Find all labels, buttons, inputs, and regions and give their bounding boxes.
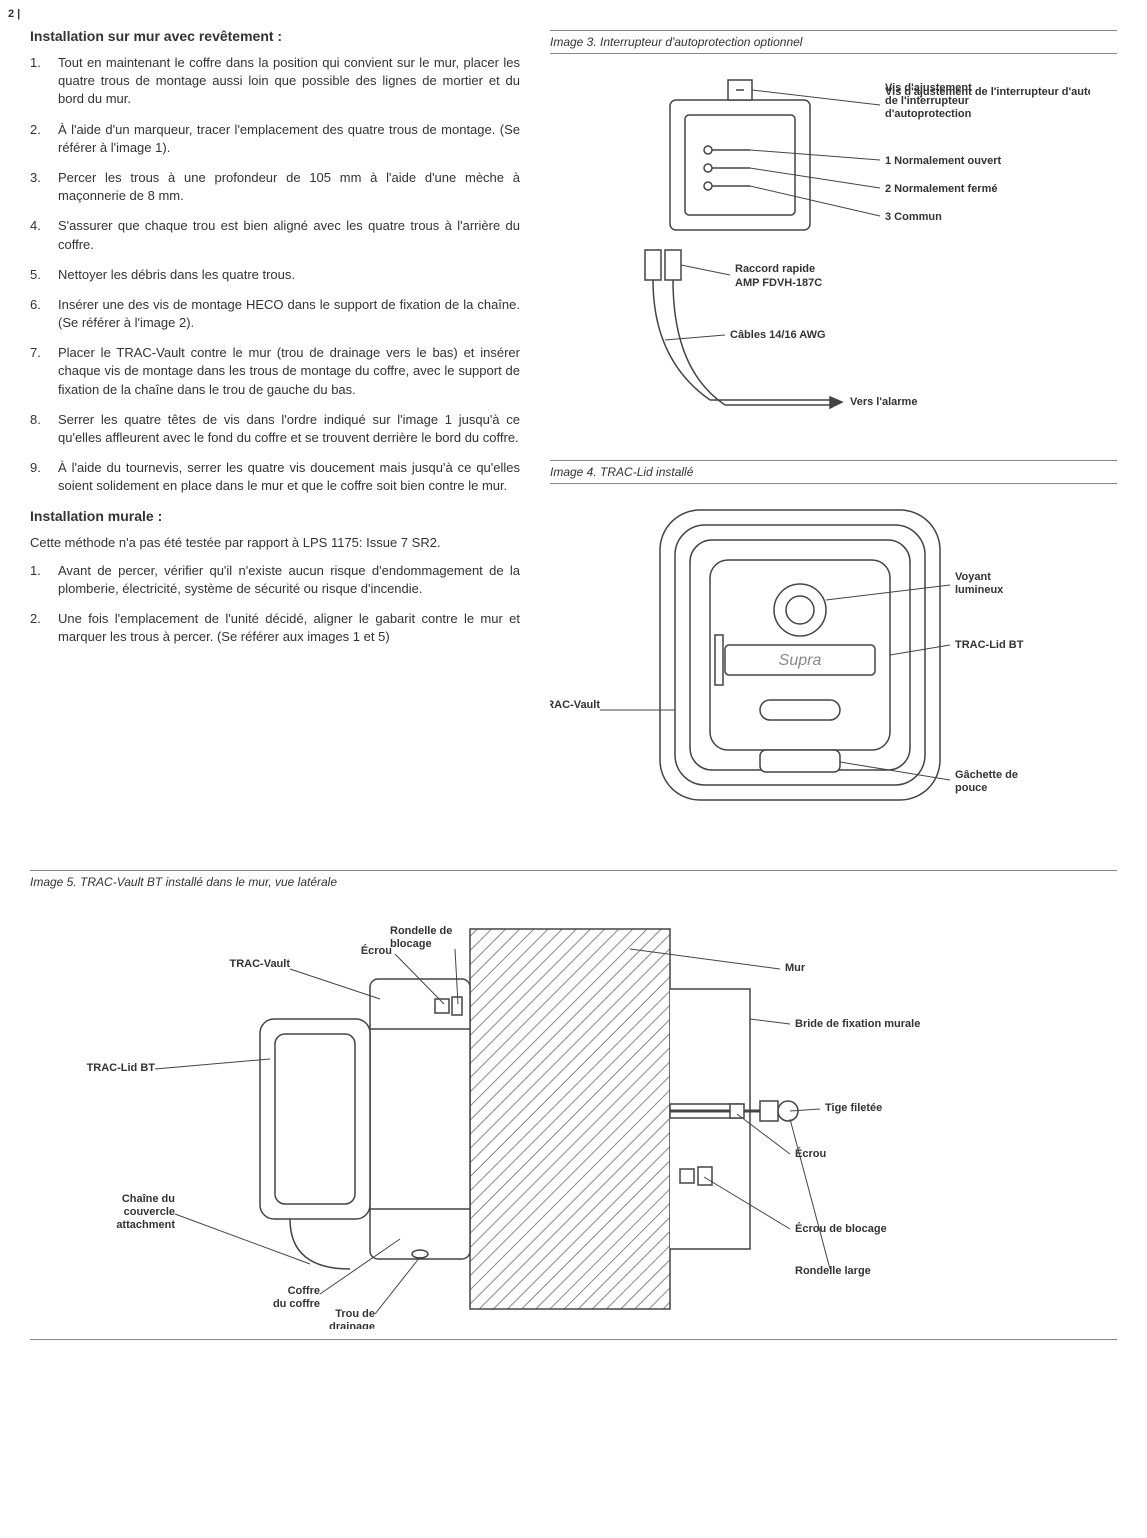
step: Une fois l'emplacement de l'unité décidé… bbox=[30, 610, 520, 646]
wall-title: Installation murale : bbox=[30, 508, 520, 524]
label-box: Coffredu coffre bbox=[273, 1285, 320, 1310]
label-no: 1 Normalement ouvert bbox=[885, 155, 1001, 167]
label-nc: 2 Normalement fermé bbox=[885, 183, 998, 195]
label-nut2: Écrou bbox=[795, 1147, 826, 1160]
image4-figure: Supra Voyantlumineux TRAC-Lid BT TRAC-Va… bbox=[550, 490, 1117, 830]
image4-caption: Image 4. TRAC-Lid installé bbox=[550, 460, 1117, 484]
label-vault: TRAC-Vault bbox=[550, 699, 600, 711]
label-rod: Tige filetée bbox=[825, 1102, 882, 1114]
label-amp: Raccord rapideAMP FDVH-187C bbox=[735, 263, 822, 289]
label-thumb: Gâchette depouce bbox=[955, 769, 1018, 794]
label-chain: Chaîne ducouvercleattachment bbox=[116, 1193, 175, 1231]
label-cable: Câbles 14/16 AWG bbox=[730, 329, 826, 341]
label-locknut: Écrou de blocage bbox=[795, 1222, 887, 1235]
image5-figure: TRAC-Lid BT Chaîne ducouvercleattachment… bbox=[30, 909, 1117, 1340]
image5-caption: Image 5. TRAC-Vault BT installé dans le … bbox=[30, 870, 1117, 889]
label-nut5: Écrou bbox=[361, 944, 392, 957]
label-screw-fo: Vis d'ajustementde l'interrupteurd'autop… bbox=[885, 82, 1065, 122]
left-column: Installation sur mur avec revêtement : T… bbox=[30, 20, 520, 850]
label-drain: Trou dedrainage bbox=[329, 1308, 375, 1329]
step: À l'aide d'un marqueur, tracer l'emplace… bbox=[30, 121, 520, 157]
label-bracket: Bride de fixation murale bbox=[795, 1018, 920, 1030]
label-wall: Mur bbox=[785, 962, 806, 974]
image3-caption: Image 3. Interrupteur d'autoprotection o… bbox=[550, 30, 1117, 54]
label-com: 3 Commun bbox=[885, 211, 942, 223]
step: Avant de percer, vérifier qu'il n'existe… bbox=[30, 562, 520, 598]
wall-steps: Avant de percer, vérifier qu'il n'existe… bbox=[30, 562, 520, 647]
logo-text: Supra bbox=[779, 652, 822, 669]
image3-figure: Vis d'ajustement de l'interrupteur d'aut… bbox=[550, 60, 1117, 440]
label-lid: TRAC-Lid BT bbox=[955, 639, 1024, 651]
label-vault5: TRAC-Vault bbox=[230, 958, 291, 970]
label-largewasher: Rondelle large bbox=[795, 1265, 871, 1277]
wall-intro: Cette méthode n'a pas été testée par rap… bbox=[30, 534, 520, 552]
label-light: Voyantlumineux bbox=[955, 571, 1004, 596]
step: Tout en maintenant le coffre dans la pos… bbox=[30, 54, 520, 109]
masonry-title: Installation sur mur avec revêtement : bbox=[30, 28, 520, 44]
step: S'assurer que chaque trou est bien align… bbox=[30, 217, 520, 253]
step: Percer les trous à une profondeur de 105… bbox=[30, 169, 520, 205]
label-alarm: Vers l'alarme bbox=[850, 396, 917, 408]
step: À l'aide du tournevis, serrer les quatre… bbox=[30, 459, 520, 495]
label-lid5: TRAC-Lid BT bbox=[87, 1062, 156, 1074]
right-column: Image 3. Interrupteur d'autoprotection o… bbox=[550, 20, 1117, 850]
masonry-steps: Tout en maintenant le coffre dans la pos… bbox=[30, 54, 520, 496]
label-lockwasher: Rondelle deblocage bbox=[390, 925, 452, 950]
step: Placer le TRAC-Vault contre le mur (trou… bbox=[30, 344, 520, 399]
step: Serrer les quatre têtes de vis dans l'or… bbox=[30, 411, 520, 447]
step: Nettoyer les débris dans les quatre trou… bbox=[30, 266, 520, 284]
page-number: 2 | bbox=[8, 8, 20, 20]
step: Insérer une des vis de montage HECO dans… bbox=[30, 296, 520, 332]
